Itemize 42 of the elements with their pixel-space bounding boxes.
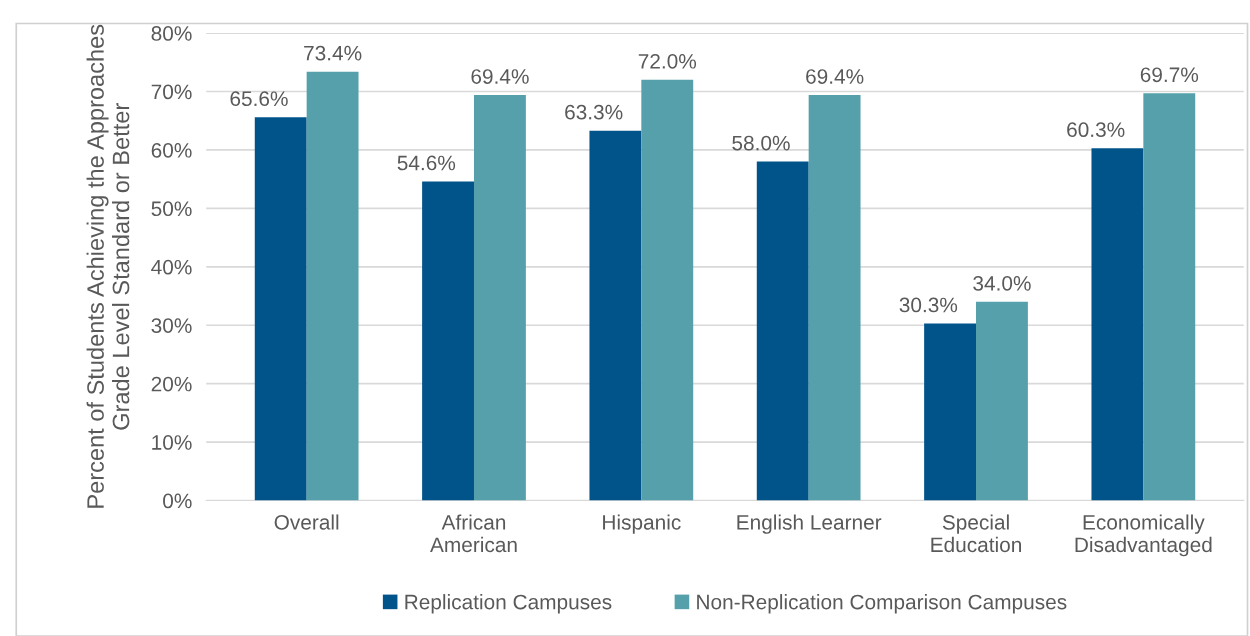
data-label: 65.6%	[230, 91, 288, 107]
bar	[1091, 148, 1144, 501]
x-tick-label: Special Education	[931, 514, 1021, 553]
y-tick-label: 30%	[151, 318, 192, 333]
bar	[422, 181, 474, 501]
data-label: 63.3%	[565, 104, 623, 120]
y-tick-label: 10%	[152, 435, 192, 450]
y-tick-label: 20%	[151, 376, 192, 392]
data-label: 69.4%	[806, 69, 864, 84]
data-label: 72.0%	[638, 53, 697, 69]
bar	[924, 323, 977, 501]
bar	[306, 71, 359, 501]
bar	[756, 161, 809, 501]
bar	[473, 95, 526, 501]
x-tick-label: Hispanic	[603, 514, 681, 534]
bar	[1143, 93, 1196, 501]
legend-label: Non-Replication Comparison Campuses	[697, 594, 1067, 614]
y-tick-label: 70%	[151, 84, 192, 100]
bar	[254, 117, 307, 501]
bar	[641, 79, 694, 501]
data-label: 54.6%	[397, 155, 456, 171]
x-tick-label: Overall	[274, 514, 339, 530]
x-tick-label: African American	[430, 514, 517, 553]
x-tick-label: English Learner	[737, 514, 882, 534]
y-tick-label: 40%	[151, 259, 192, 275]
y-tick-label: 60%	[151, 142, 192, 158]
data-label: 30.3%	[899, 297, 958, 313]
y-tick-label: 0%	[163, 493, 192, 509]
x-tick-label: Economically Disadvantaged	[1075, 514, 1212, 557]
data-label: 69.7%	[1140, 67, 1199, 83]
y-axis-title: Percent of Students Achieving the Approaches Grade Level Standard or Better	[86, 24, 130, 508]
data-label: 34.0%	[973, 275, 1031, 291]
y-tick-label: 80%	[151, 26, 192, 41]
bar	[589, 130, 642, 501]
data-label: 73.4%	[304, 45, 362, 61]
data-label: 69.4%	[471, 69, 529, 84]
data-label: 58.0%	[732, 135, 790, 151]
data-label: 60.3%	[1067, 122, 1125, 138]
bar	[976, 301, 1028, 501]
legend-label: Replication Campuses	[405, 594, 612, 614]
bar	[808, 95, 861, 501]
y-tick-label: 50%	[151, 201, 192, 217]
